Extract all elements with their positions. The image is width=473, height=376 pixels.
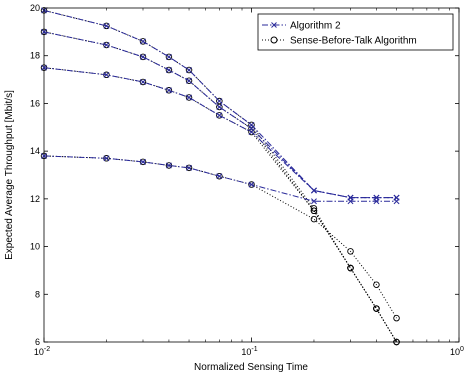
data-point-x: [393, 198, 400, 205]
data-point-x: [140, 158, 146, 165]
data-point-o: [347, 264, 354, 272]
plot-area: [43, 7, 460, 343]
data-point-x: [248, 129, 255, 136]
data-point-x: [186, 94, 192, 101]
data-point-x: [41, 152, 47, 159]
data-point-o: [347, 248, 354, 255]
data-point-o: [185, 66, 193, 74]
data-point-x: [311, 187, 317, 194]
y-tick-label: 16: [30, 98, 40, 108]
data-point-o: [139, 38, 147, 45]
data-point-o: [103, 41, 110, 49]
data-point-o: [165, 66, 173, 74]
data-marks: [40, 7, 400, 346]
series-line: [43, 31, 397, 343]
data-point-o: [185, 77, 193, 85]
y-tick-label: 8: [35, 289, 40, 299]
series-3: [41, 152, 400, 205]
y-axis-ticks: 6 8 10 12 14 16 18 20: [30, 3, 459, 347]
data-point-x: [216, 98, 223, 104]
x-tick-label: 10-1: [241, 346, 257, 357]
legend-marker-x: [271, 22, 277, 28]
data-point-x: [41, 28, 47, 35]
data-point-x: [103, 71, 110, 78]
data-point-x: [248, 181, 255, 188]
data-point-x: [140, 53, 146, 60]
data-point-o: [216, 103, 223, 111]
data-point-o: [185, 94, 193, 101]
data-point-o: [393, 314, 400, 322]
legend-marker-o: [270, 36, 278, 44]
data-point-x: [216, 112, 223, 119]
data-point-o: [40, 7, 48, 14]
data-point-o: [248, 181, 255, 188]
data-point-x: [186, 67, 192, 73]
data-point-x: [140, 38, 146, 45]
data-point-x: [165, 87, 172, 94]
y-tick-label: 20: [30, 3, 40, 13]
data-point-x: [186, 164, 192, 171]
data-point-x: [103, 42, 110, 48]
y-tick-label: 14: [30, 146, 40, 156]
x-axis-label: Normalized Sensing Time: [194, 362, 308, 373]
data-point-o: [165, 53, 173, 61]
legend-box: [257, 13, 454, 51]
data-point-x: [347, 198, 354, 205]
data-point-x: [216, 104, 223, 110]
data-point-x: [41, 64, 47, 71]
data-point-o: [310, 207, 318, 215]
data-point-x: [216, 173, 223, 180]
x-tick-label: 10-2: [34, 346, 50, 357]
data-point-x: [373, 198, 380, 205]
y-tick-label: 10: [30, 242, 40, 252]
data-point-x: [140, 79, 146, 85]
data-point-x: [186, 77, 192, 84]
data-point-x: [165, 53, 172, 60]
data-point-x: [103, 155, 110, 162]
data-point-o: [40, 28, 48, 36]
y-tick-label: 12: [30, 194, 40, 204]
data-point-x: [165, 67, 172, 73]
data-point-o: [310, 215, 318, 223]
data-point-o: [139, 78, 147, 86]
data-point-o: [216, 172, 223, 180]
data-point-o: [248, 121, 255, 129]
data-point-o: [373, 305, 380, 312]
x-tick-label: 100: [450, 346, 464, 357]
data-point-x: [165, 162, 172, 169]
legend-label-sbt: Sense-Before-Talk Algorithm: [290, 36, 417, 47]
x-axis-ticks: 10-2 10-1 100: [34, 8, 464, 357]
data-point-o: [216, 112, 223, 119]
series-line: [43, 31, 397, 199]
data-point-o: [139, 53, 147, 61]
data-point-o: [103, 22, 110, 30]
series-2: [41, 64, 400, 201]
data-point-x: [103, 22, 110, 29]
data-point-o: [373, 281, 380, 288]
data-point-o: [248, 128, 255, 136]
data-point-o: [165, 87, 173, 94]
data-point-o: [393, 338, 400, 346]
legend-label-algorithm2: Algorithm 2: [290, 21, 341, 32]
y-tick-label: 6: [35, 337, 40, 347]
legend: Algorithm 2 Sense-Before-Talk Algorithm: [257, 13, 454, 51]
y-tick-label: 18: [30, 51, 40, 61]
data-point-x: [311, 198, 317, 205]
y-axis-label: Expected Average Throughput [Mbit/s]: [4, 90, 15, 260]
